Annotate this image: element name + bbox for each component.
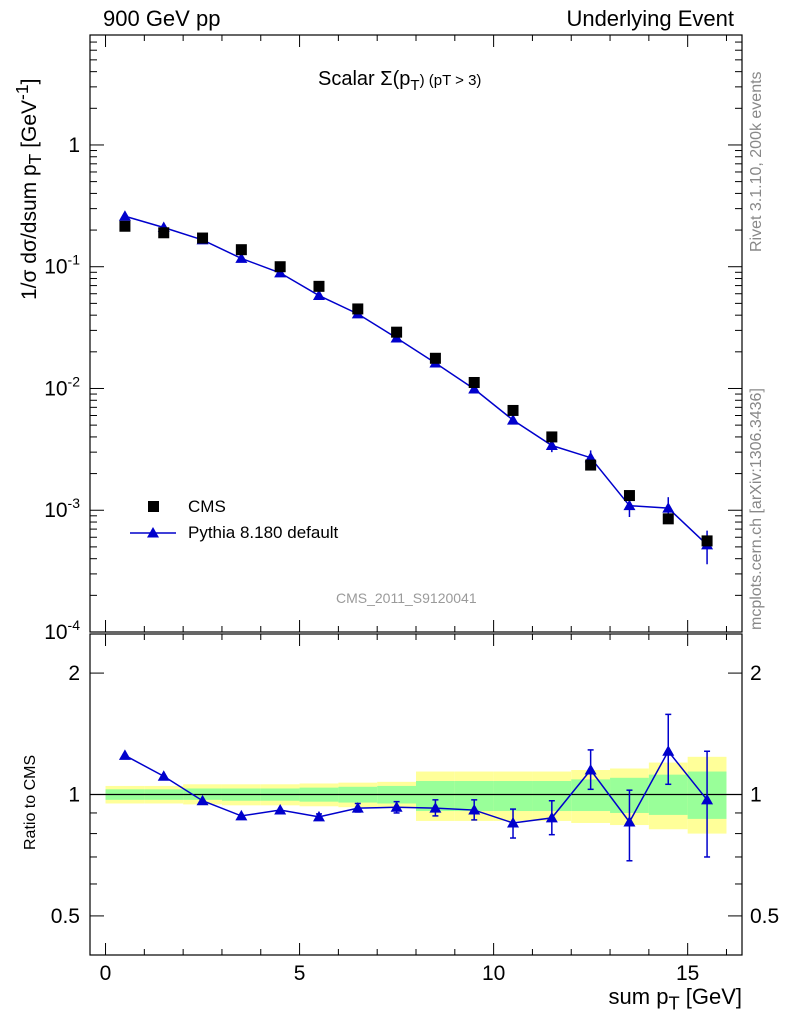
pythia-point xyxy=(623,499,636,511)
plot-title-main: Scalar Σ(p xyxy=(318,68,411,90)
x-tick-label: 10 xyxy=(482,962,505,985)
ratio-y-tick-label-right: 2 xyxy=(750,662,762,685)
main-y-label-text: 1/σ dσ/dsum p xyxy=(18,164,41,300)
cms-point xyxy=(429,352,441,364)
ratio-point xyxy=(118,749,131,760)
ratio-point xyxy=(390,801,403,812)
ratio-y-tick-label-left: 1 xyxy=(68,784,80,807)
main-y-label-close: ] xyxy=(18,78,41,85)
pythia-point xyxy=(235,252,248,263)
cms-point xyxy=(623,490,635,502)
ratio-y-tick-label-right: 0.5 xyxy=(750,905,779,928)
pythia-point xyxy=(118,210,131,221)
main-y-label-sup: -1 xyxy=(12,84,32,100)
x-tick-label: 5 xyxy=(294,962,306,985)
cms-point xyxy=(468,376,480,388)
legend-markers xyxy=(130,501,176,538)
main-y-tick-label: 10-2 xyxy=(44,373,80,400)
ratio-point xyxy=(584,764,597,775)
analysis-label: Underlying Event xyxy=(566,6,734,31)
ratio-y-tick-label-right: 1 xyxy=(750,784,762,807)
pythia-point xyxy=(662,502,675,513)
ratio-y-tick-label-left: 2 xyxy=(68,662,80,685)
analysis-id-watermark: CMS_2011_S9120041 xyxy=(336,590,477,606)
cms-point xyxy=(119,220,131,232)
cms-point xyxy=(701,535,713,547)
ratio-point xyxy=(468,804,481,815)
cms-point xyxy=(313,280,325,292)
band-green-10 xyxy=(493,781,533,812)
legend-marker-cms xyxy=(148,501,159,512)
x-axis-label: sum pT [GeV] xyxy=(609,984,742,1014)
ratio-uncertainty-bands xyxy=(105,756,727,834)
source-label: mcplots.cern.ch [arXiv:1306.3436] xyxy=(748,388,765,630)
main-y-label-sub: T xyxy=(25,153,46,165)
ratio-point xyxy=(274,804,287,815)
ratio-point xyxy=(429,802,442,813)
ratio-point xyxy=(312,810,325,822)
cms-point xyxy=(197,232,209,244)
ratio-point xyxy=(662,745,675,756)
main-y-label-unit: [GeV xyxy=(18,99,41,154)
ratio-point xyxy=(351,802,364,813)
cms-point xyxy=(662,513,674,525)
main-y-tick-label: 1 xyxy=(68,134,80,157)
main-series xyxy=(118,210,714,565)
cms-point xyxy=(274,261,286,273)
ratio-point xyxy=(507,816,520,828)
pythia-point xyxy=(507,414,520,425)
plot-title: Scalar Σ(pT) (pT > 3) xyxy=(318,68,481,95)
ratio-point xyxy=(623,815,636,827)
x-tick-label: 0 xyxy=(100,962,112,985)
main-y-tick-label: 10-1 xyxy=(44,252,80,279)
cms-point xyxy=(391,326,403,338)
x-label-sub: T xyxy=(668,992,680,1014)
axis-ticks xyxy=(90,34,742,956)
x-label-unit: [GeV] xyxy=(679,984,742,1009)
ratio-point xyxy=(235,809,248,821)
legend-label-cms: CMS xyxy=(188,497,226,516)
ratio-point xyxy=(701,793,714,805)
ratio-y-axis-label: Ratio to CMS xyxy=(22,754,39,850)
rivet-version-label: Rivet 3.1.10, 200k events xyxy=(748,71,765,252)
plot-title-tail: ) (pT > 3) xyxy=(419,72,482,89)
legend-label-pythia: Pythia 8.180 default xyxy=(188,523,339,542)
ratio-point xyxy=(545,811,558,823)
axis-tick-labels: 0 5 10 15 10-4 10-3 10-2 10-1 1 0.5 0.5 1 1 2 2 xyxy=(44,134,779,985)
collision-label: 900 GeV pp xyxy=(103,6,221,31)
cms-point xyxy=(158,227,170,239)
ratio-point xyxy=(196,794,209,806)
plot-title-sub: T xyxy=(410,77,420,94)
ratio-series xyxy=(118,713,714,862)
x-tick-label: 15 xyxy=(676,962,699,985)
main-y-tick-label: 10-4 xyxy=(44,617,80,644)
pythia-point xyxy=(468,383,481,394)
cms-point xyxy=(352,303,364,315)
cms-point xyxy=(507,404,519,416)
cms-point xyxy=(585,459,597,471)
pythia-point xyxy=(312,289,325,301)
legend-marker-pythia xyxy=(147,527,159,538)
x-label-text: sum p xyxy=(608,984,669,1009)
ratio-y-tick-label-left: 0.5 xyxy=(51,905,80,928)
ratio-line xyxy=(124,749,708,824)
pythia-line xyxy=(124,215,708,546)
pythia-point xyxy=(545,439,558,451)
main-y-tick-label: 10-3 xyxy=(44,495,80,522)
ratio-point xyxy=(157,770,170,781)
cms-point xyxy=(235,244,247,256)
main-y-axis-label: 1/σ dσ/dsum pT [GeV-1] xyxy=(12,79,46,300)
cms-point xyxy=(546,431,558,443)
